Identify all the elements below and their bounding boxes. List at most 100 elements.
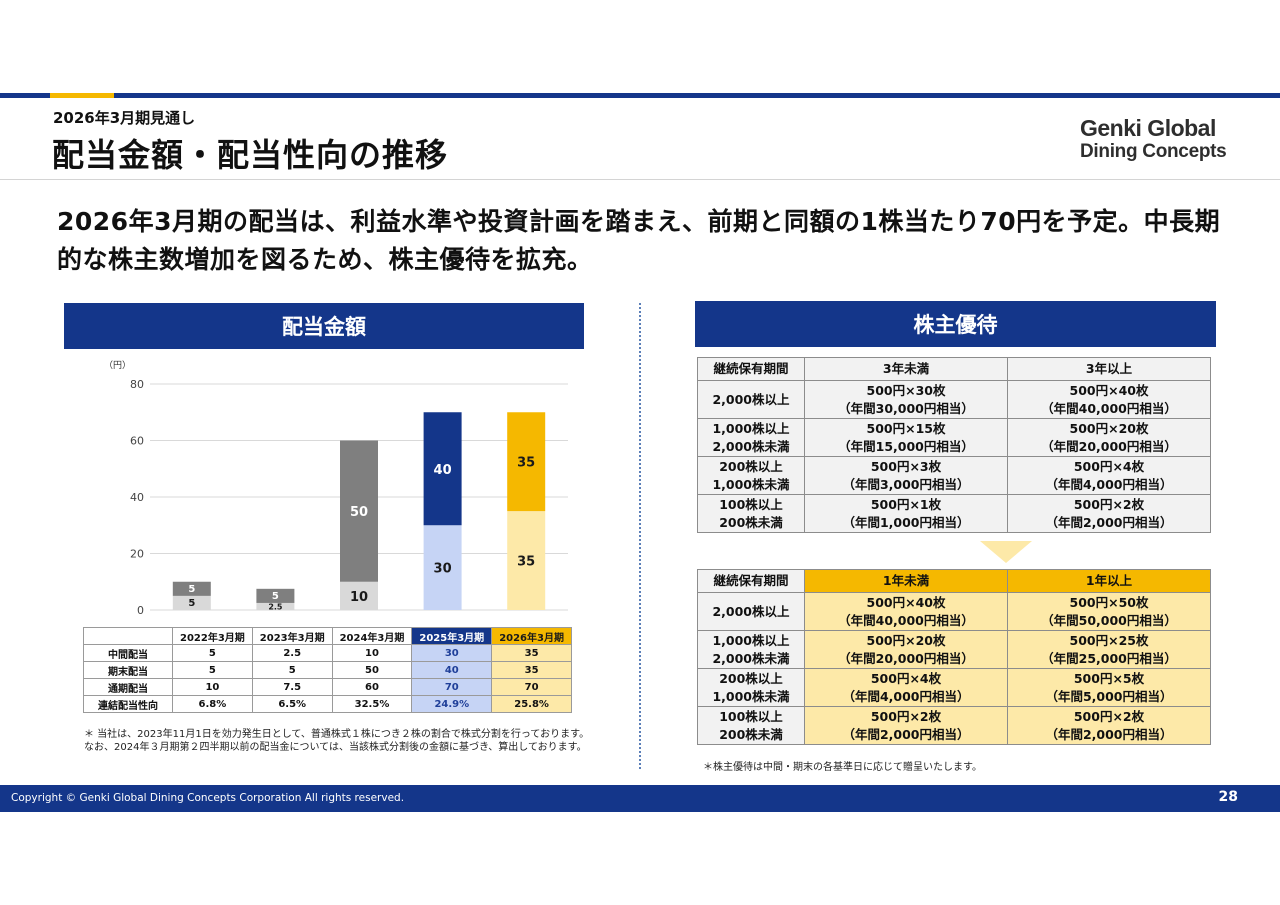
benefit-cell-line: 500円×20枚: [866, 632, 946, 648]
table-cell: 35: [491, 661, 572, 679]
table-row: 連結配当性向 6.8% 6.5% 32.5% 24.9% 25.8%: [83, 695, 572, 713]
table-cell: 50: [331, 661, 413, 679]
benefit-cell: 500円×4枚 （年間4,000円相当）: [1007, 456, 1211, 495]
share-range-cell-line: 1,000株以上: [712, 420, 790, 436]
slide-subtitle: 2026年3月期見通し: [53, 109, 196, 127]
share-range-cell-line: 200株未満: [719, 726, 783, 742]
bar-value-label: 5: [188, 584, 195, 595]
table-cell: 10: [172, 678, 253, 696]
holding-period-header: 継続保有期間: [697, 569, 805, 593]
y-tick-label: 80: [130, 378, 144, 391]
y-tick-label: 40: [130, 491, 144, 504]
benefit-note: ＊株主優待は中間・期末の各基準日に応じて贈呈いたします。: [703, 762, 982, 773]
benefit-cell-line: （年間2,000円相当）: [1045, 726, 1173, 742]
benefit-cell-line: （年間2,000円相当）: [1045, 514, 1173, 530]
benefit-cell-line: 500円×1枚: [870, 496, 942, 512]
benefit-cell-line: （年間2,000円相当）: [842, 726, 970, 742]
share-range-cell-line: 200株以上: [719, 670, 783, 686]
table-cell: 10: [331, 644, 413, 662]
table-row-label: 期末配当: [83, 661, 173, 679]
benefit-row: 1,000株以上 2,000株未満 500円×15枚 （年間15,000円相当） 500…: [697, 418, 1211, 457]
benefit-table-new: 継続保有期間 1年未満 1年以上 2,000株以上 500円×40枚 （年間40,000円…: [697, 569, 1211, 745]
footer-bar: Copyright © Genki Global Dining Concepts…: [0, 785, 1280, 812]
benefit-cell: 500円×2枚 （年間2,000円相当）: [1007, 494, 1211, 533]
benefit-cell: 500円×1枚 （年間1,000円相当）: [804, 494, 1008, 533]
period-column-header: 3年未満: [804, 357, 1008, 381]
top-accent: [50, 93, 114, 98]
benefit-cell-line: （年間3,000円相当）: [842, 476, 970, 492]
bar-value-label: 35: [517, 555, 535, 570]
table-row: 期末配当 5 5 50 40 35: [83, 661, 572, 679]
table-column-header: 2026年3月期: [491, 627, 572, 645]
benefit-cell-line: 500円×15枚: [866, 420, 946, 436]
benefit-cell: 500円×5枚 （年間5,000円相当）: [1007, 668, 1211, 707]
table-cell: 30: [411, 644, 493, 662]
benefit-heading: 株主優待: [695, 301, 1216, 347]
header-divider: [0, 179, 1280, 180]
share-range-cell-line: 1,000株未満: [712, 688, 790, 704]
benefit-row: 2,000株以上 500円×30枚 （年間30,000円相当） 500円×40枚 （年間…: [697, 380, 1211, 419]
benefit-cell-line: 500円×30枚: [866, 382, 946, 398]
chart-unit-label: （円）: [104, 360, 131, 371]
table-column-header: 2023年3月期: [251, 627, 333, 645]
table-cell: 5: [172, 644, 253, 662]
benefit-cell: 500円×15枚 （年間15,000円相当）: [804, 418, 1008, 457]
benefit-cell-line: 500円×40枚: [866, 594, 946, 610]
period-column-header: 1年以上: [1007, 569, 1211, 593]
table-row-label: 連結配当性向: [83, 695, 173, 713]
bar-final: [423, 412, 462, 526]
table-cell: 40: [411, 661, 493, 679]
share-range-cell-line: 200株未満: [719, 514, 783, 530]
share-range-cell-line: 2,000株以上: [712, 391, 790, 407]
bar-value-label: 40: [434, 463, 452, 478]
benefit-cell: 500円×40枚 （年間40,000円相当）: [804, 592, 1008, 631]
bar-interim: [507, 511, 546, 610]
benefit-cell-line: 500円×40枚: [1069, 382, 1149, 398]
benefit-row: 200株以上 1,000株未満 500円×3枚 （年間3,000円相当） 500円×4枚…: [697, 456, 1211, 495]
benefit-cell-line: （年間30,000円相当）: [838, 400, 974, 416]
share-range-cell: 1,000株以上 2,000株未満: [697, 418, 805, 457]
period-column-header: 1年未満: [804, 569, 1008, 593]
dividend-heading: 配当金額: [64, 303, 584, 349]
benefit-row: 100株以上 200株未満 500円×1枚 （年間1,000円相当） 500円×2枚 （年…: [697, 494, 1211, 533]
benefit-cell: 500円×50枚 （年間50,000円相当）: [1007, 592, 1211, 631]
benefit-cell-line: （年間20,000円相当）: [1041, 438, 1177, 454]
benefit-cell-line: 500円×2枚: [1073, 708, 1145, 724]
benefit-cell: 500円×4枚 （年間4,000円相当）: [804, 668, 1008, 707]
y-tick-label: 60: [130, 435, 144, 448]
down-arrow-icon: [980, 541, 1032, 563]
benefit-cell-line: （年間40,000円相当）: [1041, 400, 1177, 416]
bar-interim: [340, 581, 378, 610]
benefit-cell: 500円×3枚 （年間3,000円相当）: [804, 456, 1008, 495]
table-row-label: 中間配当: [83, 644, 173, 662]
section-divider: [639, 303, 641, 769]
lead-text: 2026年3月期の配当は、利益水準や投資計画を踏まえ、前期と同額の1株当たり70…: [57, 207, 1221, 274]
share-range-cell-line: 2,000株未満: [712, 438, 790, 454]
benefit-cell: 500円×20枚 （年間20,000円相当）: [804, 630, 1008, 669]
y-tick-label: 20: [130, 548, 144, 561]
table-cell: 5: [172, 661, 253, 679]
table-row: 通期配当 10 7.5 60 70 70: [83, 678, 572, 696]
table-header-row: 2022年3月期 2023年3月期 2024年3月期 2025年3月期 2026年3月期: [83, 627, 572, 645]
bar-final: [172, 581, 211, 596]
benefit-cell-line: （年間4,000円相当）: [842, 688, 970, 704]
logo-line2: Dining Concepts: [1080, 141, 1227, 162]
table-cell: 2.5: [251, 644, 333, 662]
benefit-cell: 500円×20枚 （年間20,000円相当）: [1007, 418, 1211, 457]
bar-final: [256, 588, 295, 603]
table-cell: 60: [331, 678, 413, 696]
y-tick-label: 0: [137, 604, 144, 617]
table-cell: 35: [491, 644, 572, 662]
benefit-table-current: 継続保有期間 3年未満 3年以上 2,000株以上 500円×30枚 （年間30,000円…: [697, 357, 1211, 533]
table-cell: 5: [251, 661, 333, 679]
slide-title: 配当金額・配当性向の推移: [52, 136, 449, 174]
benefit-cell-line: （年間50,000円相当）: [1041, 612, 1177, 628]
benefit-cell-line: 500円×4枚: [870, 670, 942, 686]
benefit-cell-line: （年間4,000円相当）: [1045, 476, 1173, 492]
share-range-cell: 200株以上 1,000株未満: [697, 456, 805, 495]
share-range-cell: 1,000株以上 2,000株未満: [697, 630, 805, 669]
benefit-cell-line: （年間20,000円相当）: [838, 650, 974, 666]
share-range-cell-line: 2,000株以上: [712, 603, 790, 619]
share-range-cell: 2,000株以上: [697, 592, 805, 631]
